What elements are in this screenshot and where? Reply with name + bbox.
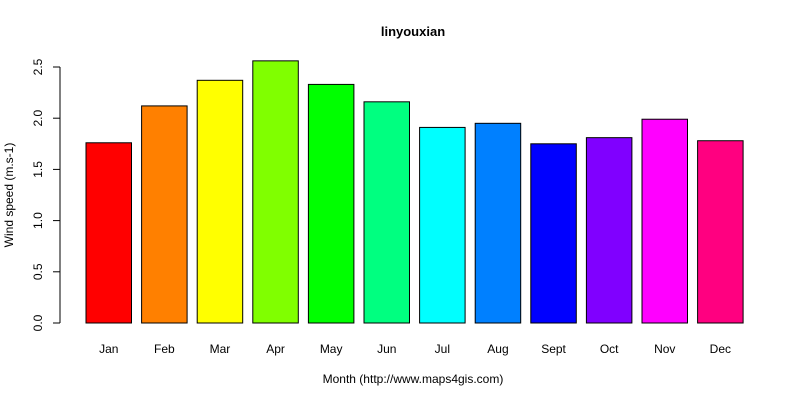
bars-group [85,60,744,324]
bar-apr [252,60,299,324]
bar-mar [196,79,244,324]
y-tick-label-2.5: 2.5 [31,58,45,75]
bar-jun [363,101,410,324]
x-tick-label-aug: Aug [487,342,508,356]
x-tick-label-jun: Jun [377,342,396,356]
bar-nov [641,118,688,324]
bar-may [307,83,355,324]
y-tick-label-1.5: 1.5 [31,161,45,178]
bar-jan [85,142,132,324]
x-tick-label-apr: Apr [266,342,285,356]
y-tick-label-1.0: 1.0 [31,212,45,229]
x-tick-label-dec: Dec [710,342,731,356]
y-tick-label-0.5: 0.5 [31,263,45,280]
x-tick-label-nov: Nov [654,342,675,356]
x-tick-label-may: May [320,342,343,356]
x-axis-labels: Jan Feb Mar Apr May Jun Jul Aug Sept Oct Nov Dec [99,342,731,356]
bar-sept [530,143,577,324]
y-tick-label-0.0: 0.0 [31,314,45,331]
bar-aug [474,122,522,324]
x-tick-label-feb: Feb [154,342,175,356]
x-tick-label-jul: Jul [435,342,450,356]
x-tick-label-jan: Jan [99,342,118,356]
bar-feb [141,105,188,324]
x-tick-label-mar: Mar [210,342,231,356]
bar-jul [419,126,466,324]
y-axis-label: Wind speed (m.s-1) [2,143,16,248]
chart-title: linyouxian [381,24,445,39]
x-tick-label-oct: Oct [600,342,619,356]
y-axis: 0.0 0.5 1.0 1.5 2.0 2.5 [31,58,61,331]
y-tick-label-2.0: 2.0 [31,110,45,127]
bar-oct [585,137,633,324]
x-tick-label-sept: Sept [541,342,566,356]
bar-dec [697,140,744,324]
x-axis-label: Month (http://www.maps4gis.com) [323,372,504,386]
